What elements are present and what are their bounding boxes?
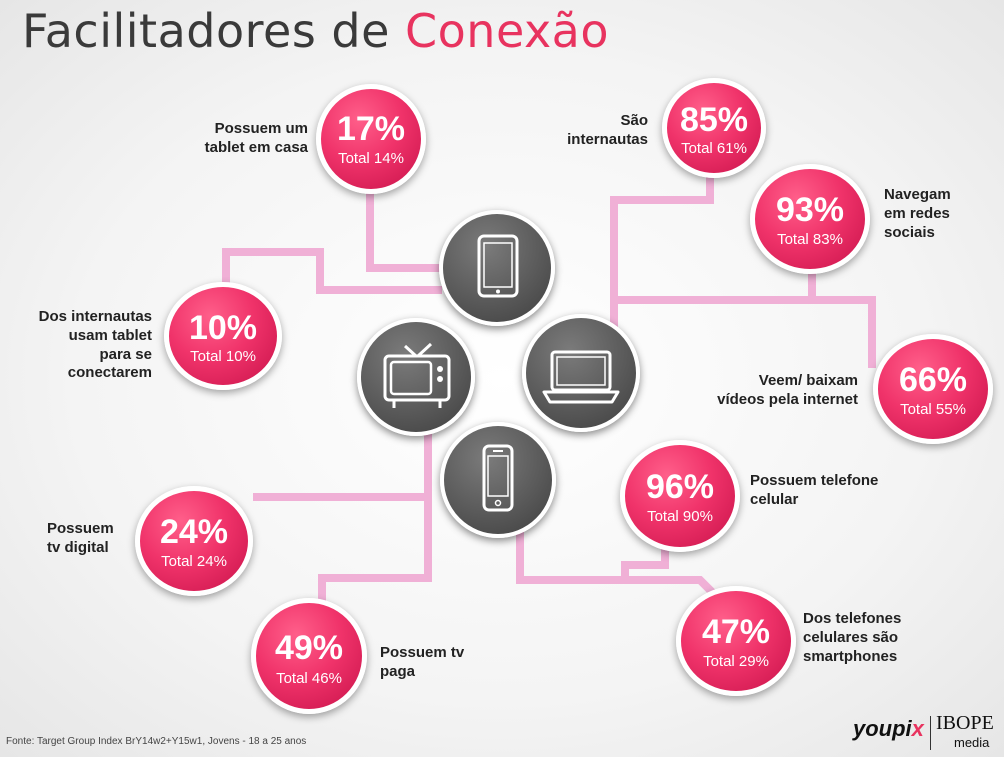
smartphone-icon bbox=[482, 444, 514, 512]
stat-label: Veem/ baixam vídeos pela internet bbox=[717, 372, 858, 408]
stat-percent: 49% bbox=[274, 629, 344, 667]
stat-percent: 96% bbox=[645, 468, 715, 506]
source-note: Fonte: Target Group Index BrY14w2+Y15w1,… bbox=[6, 736, 307, 747]
connector-laptop-videos bbox=[812, 296, 876, 368]
stat-label: Possuem tv paga bbox=[380, 644, 465, 680]
connector-tablet-connect bbox=[222, 248, 442, 294]
stat-percent: 24% bbox=[159, 513, 229, 551]
laptop-icon bbox=[542, 350, 620, 404]
stat-total: Total 14% bbox=[338, 150, 404, 167]
logo-divider bbox=[930, 716, 931, 750]
stat-bubble: 47% Total 29% bbox=[676, 586, 796, 696]
stat-label: Possuem tv digital bbox=[47, 520, 114, 556]
stat-total: Total 90% bbox=[647, 508, 713, 525]
stat-label: Possuem um tablet em casa bbox=[204, 120, 308, 156]
connector-phone-celular bbox=[516, 530, 669, 584]
youpix-logo: youpix bbox=[853, 716, 924, 741]
stat-bubble: 10% Total 10% bbox=[164, 282, 282, 390]
device-tv bbox=[357, 318, 475, 436]
stat-percent: 93% bbox=[775, 191, 845, 229]
stat-total: Total 55% bbox=[900, 401, 966, 418]
stat-percent: 66% bbox=[898, 361, 968, 399]
stat-label: São internautas bbox=[567, 112, 648, 148]
connector-laptop-internautas bbox=[610, 172, 714, 330]
stat-percent: 10% bbox=[188, 309, 258, 347]
stat-percent: 47% bbox=[701, 613, 771, 651]
stat-label: Dos internautas usam tablet para se conecta… bbox=[38, 308, 152, 382]
stat-total: Total 61% bbox=[681, 140, 747, 157]
stat-percent: 17% bbox=[336, 110, 406, 148]
stat-bubble: 17% Total 14% bbox=[316, 84, 426, 194]
device-smartphone bbox=[440, 422, 556, 538]
stat-bubble: 24% Total 24% bbox=[135, 486, 253, 596]
stat-label: Navegam em redes sociais bbox=[884, 186, 951, 241]
tv-icon bbox=[383, 342, 451, 408]
connector-tablet-home bbox=[366, 180, 442, 272]
tablet-icon bbox=[477, 234, 519, 298]
stat-bubble: 66% Total 55% bbox=[873, 334, 993, 444]
stat-percent: 85% bbox=[679, 101, 749, 139]
page-title: Facilitadores de Conexão bbox=[22, 4, 610, 58]
stat-total: Total 46% bbox=[276, 670, 342, 687]
stat-bubble: 96% Total 90% bbox=[620, 440, 740, 552]
stat-total: Total 83% bbox=[777, 231, 843, 248]
connector-tv-paga bbox=[318, 430, 432, 630]
stat-bubble: 93% Total 83% bbox=[750, 164, 870, 274]
stat-total: Total 10% bbox=[190, 348, 256, 365]
ibope-media-text: media bbox=[954, 735, 990, 750]
stat-total: Total 24% bbox=[161, 553, 227, 570]
device-laptop bbox=[522, 314, 640, 432]
device-tablet bbox=[439, 210, 555, 326]
stat-total: Total 29% bbox=[703, 653, 769, 670]
stat-label: Dos telefones celulares são smartphones bbox=[803, 610, 902, 665]
ibope-logo: IBOPE bbox=[936, 712, 994, 734]
stat-bubble: 85% Total 61% bbox=[662, 78, 766, 178]
stat-label: Possuem telefone celular bbox=[750, 472, 879, 508]
connector-tv-digital bbox=[253, 430, 432, 501]
stat-bubble: 49% Total 46% bbox=[251, 598, 367, 714]
